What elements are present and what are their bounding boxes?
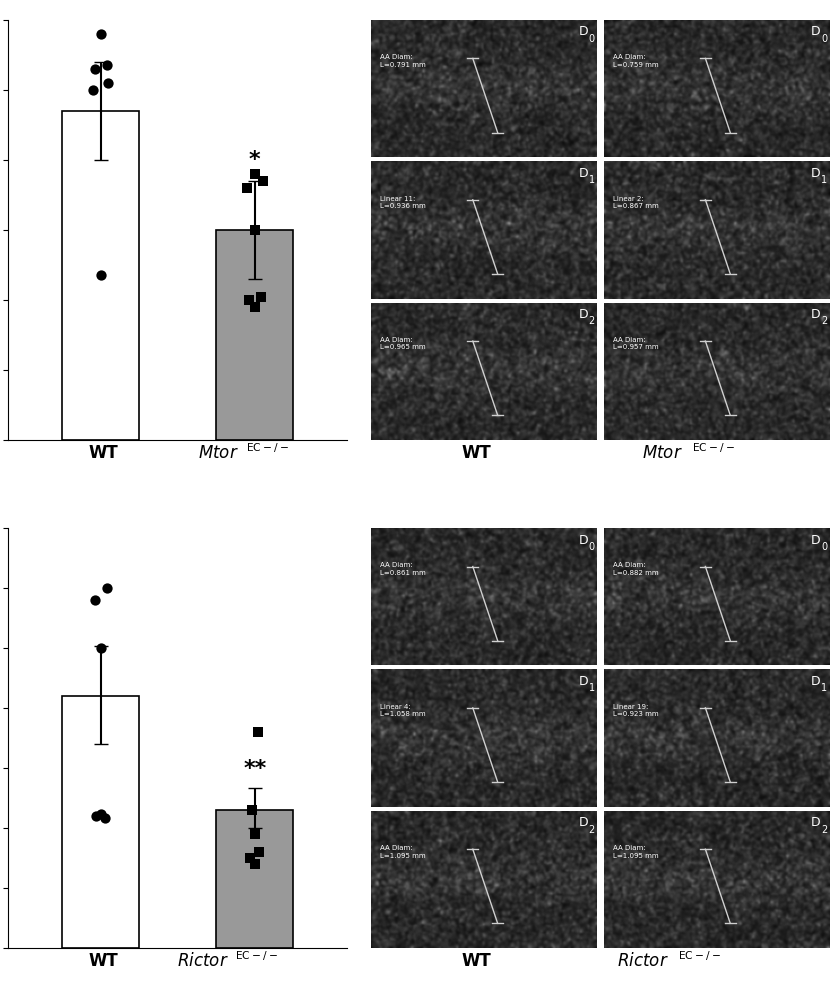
Text: $\mathit{Mtor}$: $\mathit{Mtor}$ bbox=[198, 444, 239, 462]
Point bbox=[256, 173, 269, 189]
Text: Linear 19:
L=0.923 mm: Linear 19: L=0.923 mm bbox=[613, 704, 659, 717]
Text: $\mathregular{^{EC-/-}}$: $\mathregular{^{EC-/-}}$ bbox=[246, 444, 288, 459]
Text: 0: 0 bbox=[588, 34, 595, 44]
Point bbox=[99, 810, 112, 826]
Point bbox=[94, 267, 107, 283]
Text: D: D bbox=[578, 308, 588, 321]
Text: $\mathit{Rictor}$: $\mathit{Rictor}$ bbox=[177, 952, 229, 970]
Text: AA Diam:
L=0.759 mm: AA Diam: L=0.759 mm bbox=[613, 54, 659, 68]
Point bbox=[248, 826, 261, 842]
Text: **: ** bbox=[243, 759, 266, 779]
Text: D: D bbox=[578, 816, 588, 829]
Bar bbox=[62, 111, 139, 440]
Text: AA Diam:
L=0.882 mm: AA Diam: L=0.882 mm bbox=[613, 562, 659, 576]
Text: 0: 0 bbox=[821, 542, 827, 552]
Text: D: D bbox=[578, 167, 588, 180]
Text: $\mathit{Rictor}$: $\mathit{Rictor}$ bbox=[618, 952, 670, 970]
Text: 2: 2 bbox=[588, 825, 595, 835]
Point bbox=[101, 57, 114, 73]
Text: D: D bbox=[578, 675, 588, 688]
Text: D: D bbox=[811, 25, 820, 38]
Point bbox=[90, 808, 103, 824]
Text: D: D bbox=[811, 167, 820, 180]
Text: Linear 11:
L=0.936 mm: Linear 11: L=0.936 mm bbox=[380, 196, 426, 209]
Point bbox=[248, 222, 261, 238]
Text: WT: WT bbox=[88, 444, 118, 462]
Point bbox=[94, 26, 107, 42]
Text: AA Diam:
L=0.861 mm: AA Diam: L=0.861 mm bbox=[380, 562, 426, 576]
Text: $\mathregular{^{EC-/-}}$: $\mathregular{^{EC-/-}}$ bbox=[692, 444, 735, 459]
Point bbox=[248, 166, 261, 182]
Point bbox=[245, 802, 258, 818]
Bar bbox=[216, 230, 293, 440]
Text: WT: WT bbox=[462, 952, 491, 970]
Point bbox=[248, 299, 261, 315]
Text: Linear 2:
L=0.867 mm: Linear 2: L=0.867 mm bbox=[613, 196, 659, 209]
Text: WT: WT bbox=[462, 444, 491, 462]
Text: D: D bbox=[811, 675, 820, 688]
Text: 0: 0 bbox=[588, 542, 595, 552]
Point bbox=[251, 724, 265, 740]
Point bbox=[248, 856, 261, 872]
Text: AA Diam:
L=0.957 mm: AA Diam: L=0.957 mm bbox=[613, 337, 659, 350]
Bar bbox=[216, 810, 293, 948]
Text: WT: WT bbox=[88, 952, 118, 970]
Text: 0: 0 bbox=[821, 34, 827, 44]
Text: 1: 1 bbox=[821, 683, 827, 693]
Text: 2: 2 bbox=[821, 316, 827, 326]
Point bbox=[244, 850, 257, 866]
Point bbox=[254, 289, 267, 305]
Point bbox=[101, 75, 115, 91]
Point bbox=[88, 61, 101, 77]
Text: AA Diam:
L=0.965 mm: AA Diam: L=0.965 mm bbox=[380, 337, 426, 350]
Bar bbox=[62, 696, 139, 948]
Text: 2: 2 bbox=[588, 316, 595, 326]
Point bbox=[241, 180, 254, 196]
Text: AA Diam:
L=1.095 mm: AA Diam: L=1.095 mm bbox=[380, 845, 426, 859]
Text: $\mathregular{^{EC-/-}}$: $\mathregular{^{EC-/-}}$ bbox=[235, 952, 278, 967]
Text: D: D bbox=[811, 534, 820, 547]
Point bbox=[253, 844, 266, 860]
Text: $\mathit{Mtor}$: $\mathit{Mtor}$ bbox=[642, 444, 683, 462]
Text: Linear 4:
L=1.058 mm: Linear 4: L=1.058 mm bbox=[380, 704, 426, 717]
Point bbox=[242, 292, 256, 308]
Point bbox=[88, 592, 101, 608]
Text: *: * bbox=[249, 150, 261, 170]
Text: 1: 1 bbox=[588, 683, 595, 693]
Text: 2: 2 bbox=[821, 825, 827, 835]
Text: D: D bbox=[811, 308, 820, 321]
Point bbox=[94, 640, 107, 656]
Text: D: D bbox=[811, 816, 820, 829]
Text: 1: 1 bbox=[821, 175, 827, 185]
Point bbox=[94, 806, 107, 822]
Point bbox=[86, 82, 100, 98]
Text: D: D bbox=[578, 25, 588, 38]
Text: $\mathregular{^{EC-/-}}$: $\mathregular{^{EC-/-}}$ bbox=[678, 952, 722, 967]
Text: D: D bbox=[578, 534, 588, 547]
Point bbox=[101, 580, 114, 596]
Text: 1: 1 bbox=[588, 175, 595, 185]
Text: AA Diam:
L=1.095 mm: AA Diam: L=1.095 mm bbox=[613, 845, 659, 859]
Text: AA Diam:
L=0.791 mm: AA Diam: L=0.791 mm bbox=[380, 54, 426, 68]
